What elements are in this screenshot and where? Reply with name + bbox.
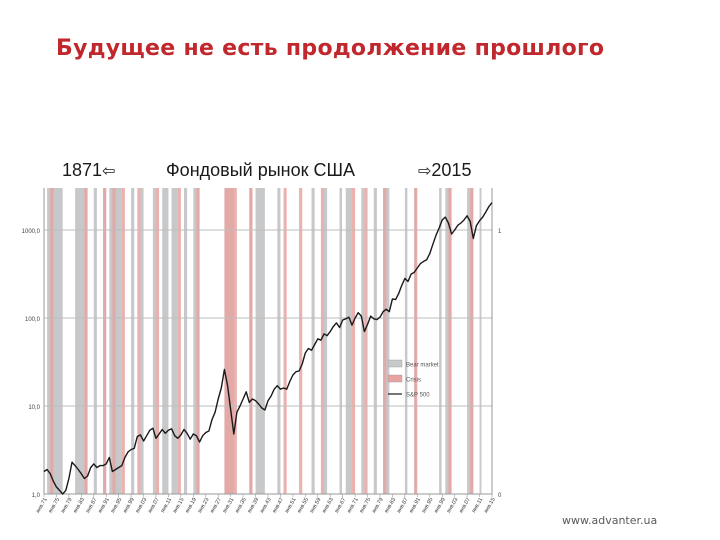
crisis-band: [177, 188, 181, 494]
crisis-band: [414, 188, 418, 494]
caption-start-year: 1871⇦: [62, 160, 115, 181]
crisis-band: [84, 188, 88, 494]
crisis-band: [448, 188, 452, 494]
bear-market-band: [152, 188, 156, 494]
bear-market-band: [47, 188, 63, 494]
crisis-band: [283, 188, 287, 494]
caption-start-year-text: 1871: [62, 160, 103, 180]
crisis-band: [196, 188, 200, 494]
crisis-band: [112, 188, 116, 494]
y-tick-label: 1,0: [32, 493, 41, 499]
bear-market-band: [479, 188, 482, 494]
footer-url: www.advanter.ua: [562, 514, 658, 527]
bear-market-band: [255, 188, 265, 494]
caption-end-year-text: 2015: [431, 160, 472, 180]
x-tick-label: янв.15: [483, 497, 496, 514]
legend-label: Bear market: [406, 363, 439, 369]
right-axis-label: 1: [498, 229, 502, 235]
legend-swatch: [387, 359, 403, 368]
bear-market-band: [277, 188, 281, 494]
bear-market-band: [171, 188, 178, 494]
y-tick-label: 10,0: [28, 405, 40, 411]
y-tick-label: 1000,0: [22, 229, 41, 235]
bear-market-band: [404, 188, 408, 494]
bear-market-band: [339, 188, 343, 494]
crisis-band: [470, 188, 474, 494]
bear-market-band: [439, 188, 442, 494]
crisis-band: [383, 188, 387, 494]
crisis-band: [224, 188, 237, 494]
bear-market-band: [162, 188, 169, 494]
slide-title: Будущее не есть продолжение прошлого: [56, 36, 605, 61]
bear-market-band: [184, 188, 188, 494]
crisis-band: [249, 188, 253, 494]
crisis-band: [103, 188, 107, 494]
bear-market-band: [140, 188, 144, 494]
legend-swatch: [387, 374, 403, 383]
y-tick-label: 100,0: [25, 317, 41, 323]
bear-market-band: [373, 188, 377, 494]
bear-market-band: [361, 188, 365, 494]
right-axis-label: 0: [498, 493, 502, 499]
caption-market: Фондовый рынок США: [166, 160, 355, 180]
crisis-band: [320, 188, 324, 494]
crisis-band: [156, 188, 160, 494]
crisis-band: [352, 188, 356, 494]
crisis-band: [364, 188, 368, 494]
crisis-band: [299, 188, 303, 494]
bear-market-band: [311, 188, 315, 494]
crisis-band: [50, 188, 54, 494]
bear-market-band: [324, 188, 328, 494]
crisis-band: [137, 188, 141, 494]
bear-market-band: [93, 188, 97, 494]
x-tick-label: янв.07: [147, 497, 160, 514]
x-tick-label: янв.07: [458, 497, 471, 514]
caption-end-year: ⇨2015: [418, 160, 471, 181]
bear-market-band: [131, 188, 135, 494]
legend-label: S&P 500: [406, 393, 430, 399]
crisis-band: [121, 188, 125, 494]
series-line-sp500: [43, 202, 493, 495]
legend-label: Crisis: [406, 378, 421, 384]
arrow-right-icon: ⇨: [418, 163, 432, 180]
bear-market-band: [345, 188, 352, 494]
arrow-left-icon: ⇦: [102, 163, 116, 180]
